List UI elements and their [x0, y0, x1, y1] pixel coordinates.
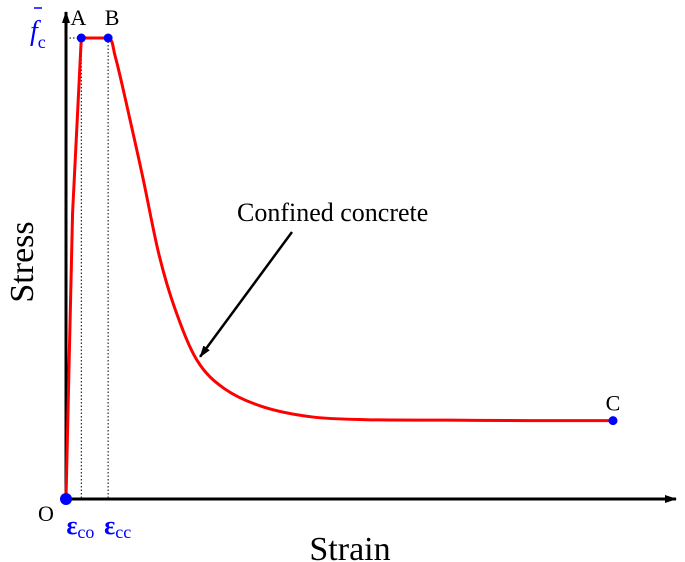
stress-strain-curve: [64, 36, 614, 500]
point-label-o: O: [38, 501, 54, 526]
point-label-c: C: [606, 391, 621, 416]
annotation-label: Confined concrete: [237, 198, 428, 227]
point-label-a: A: [70, 5, 86, 30]
xtick-label-co: εco: [66, 511, 94, 542]
y-axis-label: Stress: [4, 221, 41, 302]
point-b: [103, 33, 113, 43]
point-label-b: B: [105, 5, 120, 30]
x-axis-label: Strain: [309, 531, 390, 562]
ytick-label-f: fc: [30, 16, 46, 52]
point-a: [76, 33, 86, 43]
point-c: [608, 416, 618, 426]
xtick-label-cc: εcc: [104, 511, 131, 542]
annotation-arrow: [199, 231, 294, 358]
point-o: [60, 493, 72, 505]
